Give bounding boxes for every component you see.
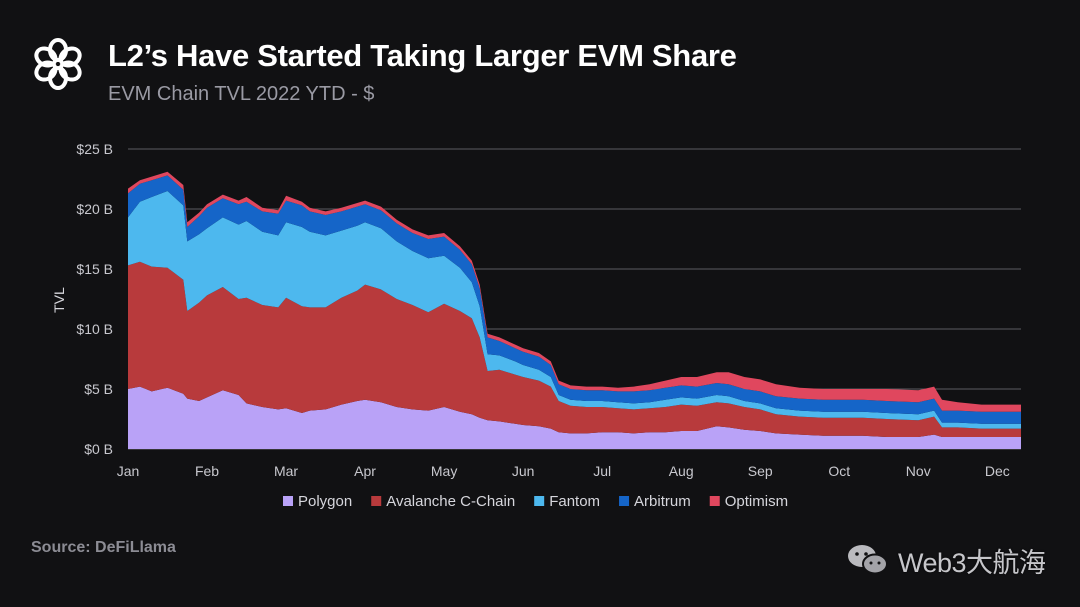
y-tick-label: $0 B [84,441,113,457]
legend-item: Fantom [534,493,600,510]
legend-item: Arbitrum [619,493,691,510]
series-area-avalanche-c-chain [128,261,1021,437]
x-tick-label: Mar [274,463,298,479]
legend-swatch [283,496,293,506]
legend-label: Fantom [549,493,600,510]
legend-item: Polygon [283,493,352,510]
watermark: Web3大航海 [846,540,1046,580]
legend-label: Polygon [298,493,352,510]
legend-swatch [619,496,630,506]
chart-subtitle: EVM Chain TVL 2022 YTD - $ [108,83,375,105]
chart-title: L2’s Have Started Taking Larger EVM Shar… [108,38,737,73]
legend-item: Avalanche C-Chain [371,493,515,510]
legend-label: Arbitrum [634,493,691,510]
wechat-icon [848,545,888,575]
x-tick-label: Jul [593,463,611,479]
y-tick-label: $25 B [76,141,113,157]
series-area-fantom [128,191,1021,429]
y-axis-label: TVL [51,287,67,313]
x-tick-label: Jun [512,463,535,479]
x-tick-label: May [431,463,457,479]
stacked-areas [128,171,1021,449]
legend-label: Optimism [725,493,788,510]
source-note: Source: DeFiLlama [31,539,176,556]
x-tick-label: Dec [985,463,1010,479]
series-area-polygon [128,386,1021,449]
x-tick-label: Jan [117,463,140,479]
y-tick-label: $15 B [76,261,113,277]
x-tick-label: Feb [195,463,219,479]
x-tick-label: Sep [748,463,773,479]
legend-swatch [709,496,720,506]
x-tick-label: Oct [828,463,850,479]
flower-logo-icon [34,38,82,90]
x-tick-label: Aug [669,463,694,479]
series-area-optimism [128,171,1021,412]
y-tick-label: $20 B [76,201,113,217]
watermark-text: Web3大航海 [898,547,1046,578]
x-axis-ticks: Jan Feb Mar Apr May Jun Jul Aug Sep Oct Nov Dec [117,463,1010,479]
y-tick-label: $5 B [84,381,113,397]
y-tick-label: $10 B [76,321,113,337]
x-tick-label: Apr [354,463,376,479]
y-axis-ticks: $0 B $5 B $10 B $15 B $20 B $25 B [76,141,113,457]
legend-label: Avalanche C-Chain [386,493,515,510]
x-tick-label: Nov [906,463,931,479]
legend: Polygon Avalanche C-Chain Fantom Arbitrum Op… [283,493,788,510]
legend-item: Optimism [709,493,788,510]
legend-swatch [534,496,545,506]
legend-swatch [371,496,382,506]
